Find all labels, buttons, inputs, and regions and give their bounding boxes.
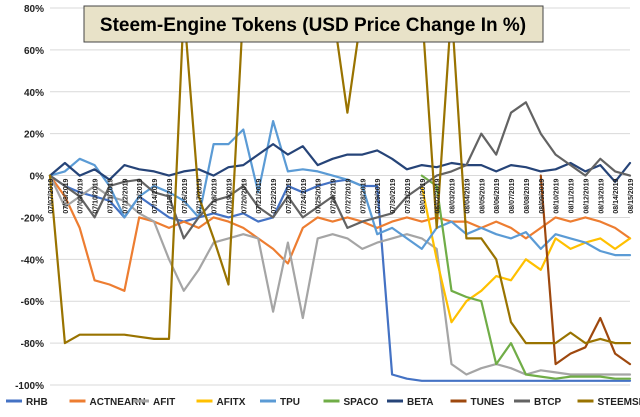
x-tick-label: 07/18/2019 xyxy=(212,179,219,214)
x-tick-label: 08/02/2019 xyxy=(435,179,442,214)
x-tick-label: 07/26/2019 xyxy=(331,179,338,214)
legend-item-beta: BETA xyxy=(387,397,433,408)
legend-label: AFITX xyxy=(217,397,246,408)
x-tick-label: 07/11/2019 xyxy=(108,179,115,214)
x-tick-label: 08/15/2019 xyxy=(628,179,635,214)
title-background xyxy=(83,5,544,43)
legend-label: SPACO xyxy=(344,397,379,408)
legend-item-rhb: RHB xyxy=(6,397,48,408)
x-tick-label: 07/13/2019 xyxy=(137,179,144,214)
series-line-beta xyxy=(48,143,632,183)
chart-title-box: Steem-Engine Tokens (USD Price Change In… xyxy=(83,5,544,43)
series-lines xyxy=(48,6,632,382)
legend-item-afit: AFIT xyxy=(133,397,175,408)
legend-item-tunes: TUNES xyxy=(450,397,505,408)
y-tick-label: -80% xyxy=(21,339,44,350)
series-line-actnearn xyxy=(48,174,632,292)
x-tick-label: 07/21/2019 xyxy=(256,179,263,214)
legend-label: AFIT xyxy=(153,397,175,408)
x-tick-label: 08/07/2019 xyxy=(509,179,516,214)
x-axis-ticks: 07/07/2019 07/08/2019 07/09/2019 07/10/2019… xyxy=(48,179,635,214)
y-tick-label: 60% xyxy=(24,46,44,57)
legend-item-steemspeak: STEEMSPEAK xyxy=(577,397,640,408)
y-tick-label: -60% xyxy=(21,297,44,308)
x-tick-label: 07/28/2019 xyxy=(360,179,367,214)
x-tick-label: 07/17/2019 xyxy=(197,179,204,214)
legend-item-btcp: BTCP xyxy=(514,397,562,408)
y-tick-label: -40% xyxy=(21,255,44,266)
series-line-btcp xyxy=(48,101,632,240)
x-tick-label: 08/10/2019 xyxy=(554,179,561,214)
legend-label: ACTNEARN xyxy=(90,397,146,408)
x-tick-label: 07/29/2019 xyxy=(375,179,382,214)
legend-label: STEEMSPEAK xyxy=(598,397,640,408)
x-tick-label: 07/12/2019 xyxy=(122,179,129,214)
x-tick-label: 08/13/2019 xyxy=(598,179,605,214)
legend-label: RHB xyxy=(26,397,48,408)
legend-label: TUNES xyxy=(471,397,505,408)
series-line-afit xyxy=(48,174,632,376)
series-line-steemspeak xyxy=(48,6,632,345)
legend-item-afitx: AFITX xyxy=(196,397,246,408)
x-tick-label: 07/19/2019 xyxy=(227,179,234,214)
x-tick-label: 08/08/2019 xyxy=(524,179,531,214)
x-tick-label: 08/03/2019 xyxy=(450,179,457,214)
y-tick-label: 20% xyxy=(24,130,44,141)
legend-label: TPU xyxy=(280,397,300,408)
x-tick-label: 08/14/2019 xyxy=(613,179,620,214)
x-tick-label: 07/25/2019 xyxy=(316,179,323,214)
x-tick-label: 07/07/2019 xyxy=(48,179,55,214)
x-tick-label: 07/30/2019 xyxy=(390,179,397,214)
legend-item-actnearn: ACTNEARN xyxy=(69,397,146,408)
series-line-tunes xyxy=(539,174,632,366)
x-tick-label: 07/14/2019 xyxy=(152,179,159,214)
x-tick-label: 07/10/2019 xyxy=(93,179,100,214)
legend-item-tpu: TPU xyxy=(260,397,300,408)
y-tick-label: -100% xyxy=(15,381,44,392)
y-axis-ticks: 80% 60% 40% 20% 0% -20% -40% -60% -80% -100% xyxy=(15,4,44,392)
x-tick-label: 07/31/2019 xyxy=(405,179,412,214)
x-tick-label: 08/12/2019 xyxy=(583,179,590,214)
x-tick-label: 08/05/2019 xyxy=(479,179,486,214)
series-line-afitx xyxy=(420,184,632,324)
legend: RHB ACTNEARN AFIT AFITX TPU SPACO BETA TUNES BTC… xyxy=(6,397,640,408)
x-tick-label: 08/11/2019 xyxy=(569,179,576,214)
y-tick-label: 80% xyxy=(24,4,44,15)
x-tick-label: 07/16/2019 xyxy=(182,179,189,214)
legend-item-spaco: SPACO xyxy=(323,397,379,408)
x-tick-label: 08/04/2019 xyxy=(464,179,471,214)
x-tick-label: 07/22/2019 xyxy=(271,179,278,214)
legend-label: BTCP xyxy=(534,397,562,408)
x-tick-label: 08/06/2019 xyxy=(494,179,501,214)
y-tick-label: 0% xyxy=(30,172,45,183)
series-line-rhb xyxy=(48,174,632,382)
series-line-tpu xyxy=(48,120,632,257)
y-tick-label: -20% xyxy=(21,213,44,224)
chart-title: Steem-Engine Tokens (USD Price Change In… xyxy=(100,15,526,36)
x-tick-label: 07/23/2019 xyxy=(286,179,293,214)
legend-label: BETA xyxy=(407,397,433,408)
x-tick-label: 08/09/2019 xyxy=(539,179,546,214)
x-tick-label: 07/27/2019 xyxy=(345,179,352,214)
x-tick-label: 07/15/2019 xyxy=(167,179,174,214)
x-tick-label: 07/20/2019 xyxy=(241,179,248,214)
series-line-spaco xyxy=(420,174,632,380)
x-tick-label: 07/09/2019 xyxy=(78,179,85,214)
x-tick-label: 08/01/2019 xyxy=(420,179,427,214)
x-tick-label: 07/08/2019 xyxy=(63,179,70,214)
y-tick-label: 40% xyxy=(24,88,44,99)
x-tick-label: 07/24/2019 xyxy=(301,179,308,214)
